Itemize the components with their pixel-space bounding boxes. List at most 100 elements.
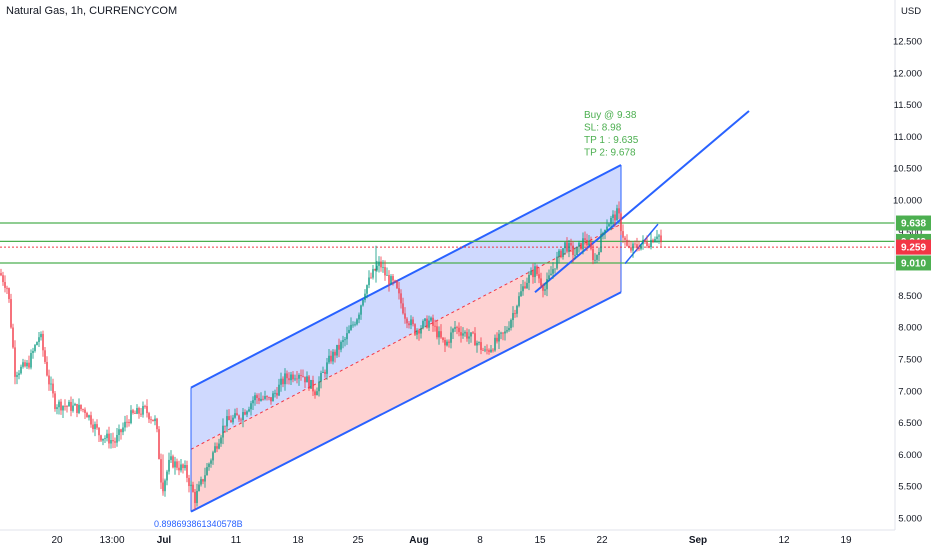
candle-body — [146, 406, 148, 414]
candle-body — [48, 375, 50, 385]
candle-body — [576, 246, 578, 255]
candle-body — [406, 318, 408, 324]
candle-body — [104, 438, 106, 439]
candle-body — [444, 339, 446, 346]
candle-body — [82, 409, 84, 410]
time-tick-label: Jul — [157, 535, 172, 546]
candle-body — [22, 362, 24, 367]
price-tick-label: 7.000 — [898, 386, 922, 397]
candle-body — [338, 344, 340, 350]
candle-body — [394, 280, 396, 282]
candle-body — [158, 429, 160, 460]
time-tick-label: 11 — [231, 535, 242, 546]
candle-body — [344, 339, 346, 341]
channel-upper-line — [190, 164, 622, 389]
candle-body — [632, 243, 634, 251]
candle-body — [650, 239, 652, 248]
candle-body — [610, 217, 612, 225]
candle-body — [2, 275, 4, 283]
candle-body — [618, 208, 620, 214]
candle-body — [276, 392, 278, 396]
candle-body — [284, 373, 286, 385]
candle-body — [274, 392, 276, 394]
candle-body — [472, 332, 474, 334]
last-price-tag-bg — [896, 239, 931, 255]
candle-body — [116, 434, 118, 443]
candle-body — [606, 226, 608, 230]
candle-body — [452, 328, 454, 333]
candle-body — [50, 383, 52, 385]
candle-body — [516, 305, 518, 314]
candle-body — [306, 376, 308, 383]
candle-body — [232, 417, 234, 423]
candle-body — [318, 381, 320, 392]
candle-body — [268, 397, 270, 398]
candle-body — [562, 248, 564, 258]
candle-body — [620, 213, 622, 232]
candle-body — [72, 405, 74, 411]
candle-body — [622, 231, 624, 238]
candle-body — [88, 415, 90, 418]
candle-body — [154, 418, 156, 422]
candle-body — [400, 293, 402, 304]
candle-body — [106, 433, 108, 439]
candle-body — [654, 238, 656, 243]
candle-body — [420, 328, 422, 334]
candle-body — [612, 214, 614, 218]
candle-body — [352, 324, 354, 326]
candle-body — [56, 407, 58, 409]
candle-body — [148, 413, 150, 420]
candle-body — [334, 351, 336, 356]
candle-body — [438, 331, 440, 338]
time-tick-label: 13:00 — [99, 535, 124, 546]
time-tick-label: 8 — [477, 535, 483, 546]
annotation-line: Buy @ 9.38 — [584, 110, 637, 121]
candle-body — [312, 380, 314, 392]
candle-body — [130, 410, 132, 424]
price-tick-label: 5.000 — [898, 514, 922, 525]
candle-body — [552, 269, 554, 274]
candle-body — [108, 433, 110, 444]
candle-body — [254, 395, 256, 401]
price-tick-label: 8.500 — [898, 291, 922, 302]
candle-body — [226, 416, 228, 427]
candle-body — [558, 250, 560, 257]
candle-body — [120, 429, 122, 433]
candle-body — [70, 401, 72, 411]
candle-body — [320, 372, 322, 382]
time-tick-label: 12 — [778, 535, 790, 546]
candle-body — [372, 269, 374, 278]
candle-body — [208, 463, 210, 468]
candle-body — [634, 243, 636, 245]
candle-body — [58, 401, 60, 408]
candle-body — [584, 238, 586, 240]
candle-body — [128, 421, 130, 424]
candle-body — [488, 350, 490, 352]
price-tick-label: 7.500 — [898, 355, 922, 366]
candle-body — [156, 418, 158, 430]
candle-body — [170, 456, 172, 460]
candle-body — [210, 460, 212, 464]
candle-body — [24, 362, 26, 367]
candle-body — [144, 406, 146, 407]
candle-body — [224, 425, 226, 427]
candle-body — [322, 371, 324, 373]
candle-body — [440, 331, 442, 338]
candle-body — [152, 419, 154, 422]
candle-body — [398, 288, 400, 294]
candle-body — [94, 424, 96, 430]
candle-body — [188, 477, 190, 487]
candle-body — [342, 340, 344, 343]
candle-body — [648, 245, 650, 248]
candle-body — [302, 375, 304, 377]
candle-body — [544, 289, 546, 291]
candle-body — [530, 270, 532, 275]
candle-body — [54, 393, 56, 409]
candle-body — [522, 286, 524, 292]
candle-body — [332, 351, 334, 362]
candle-body — [264, 396, 266, 399]
candle-body — [234, 413, 236, 418]
candle-body — [114, 441, 116, 443]
